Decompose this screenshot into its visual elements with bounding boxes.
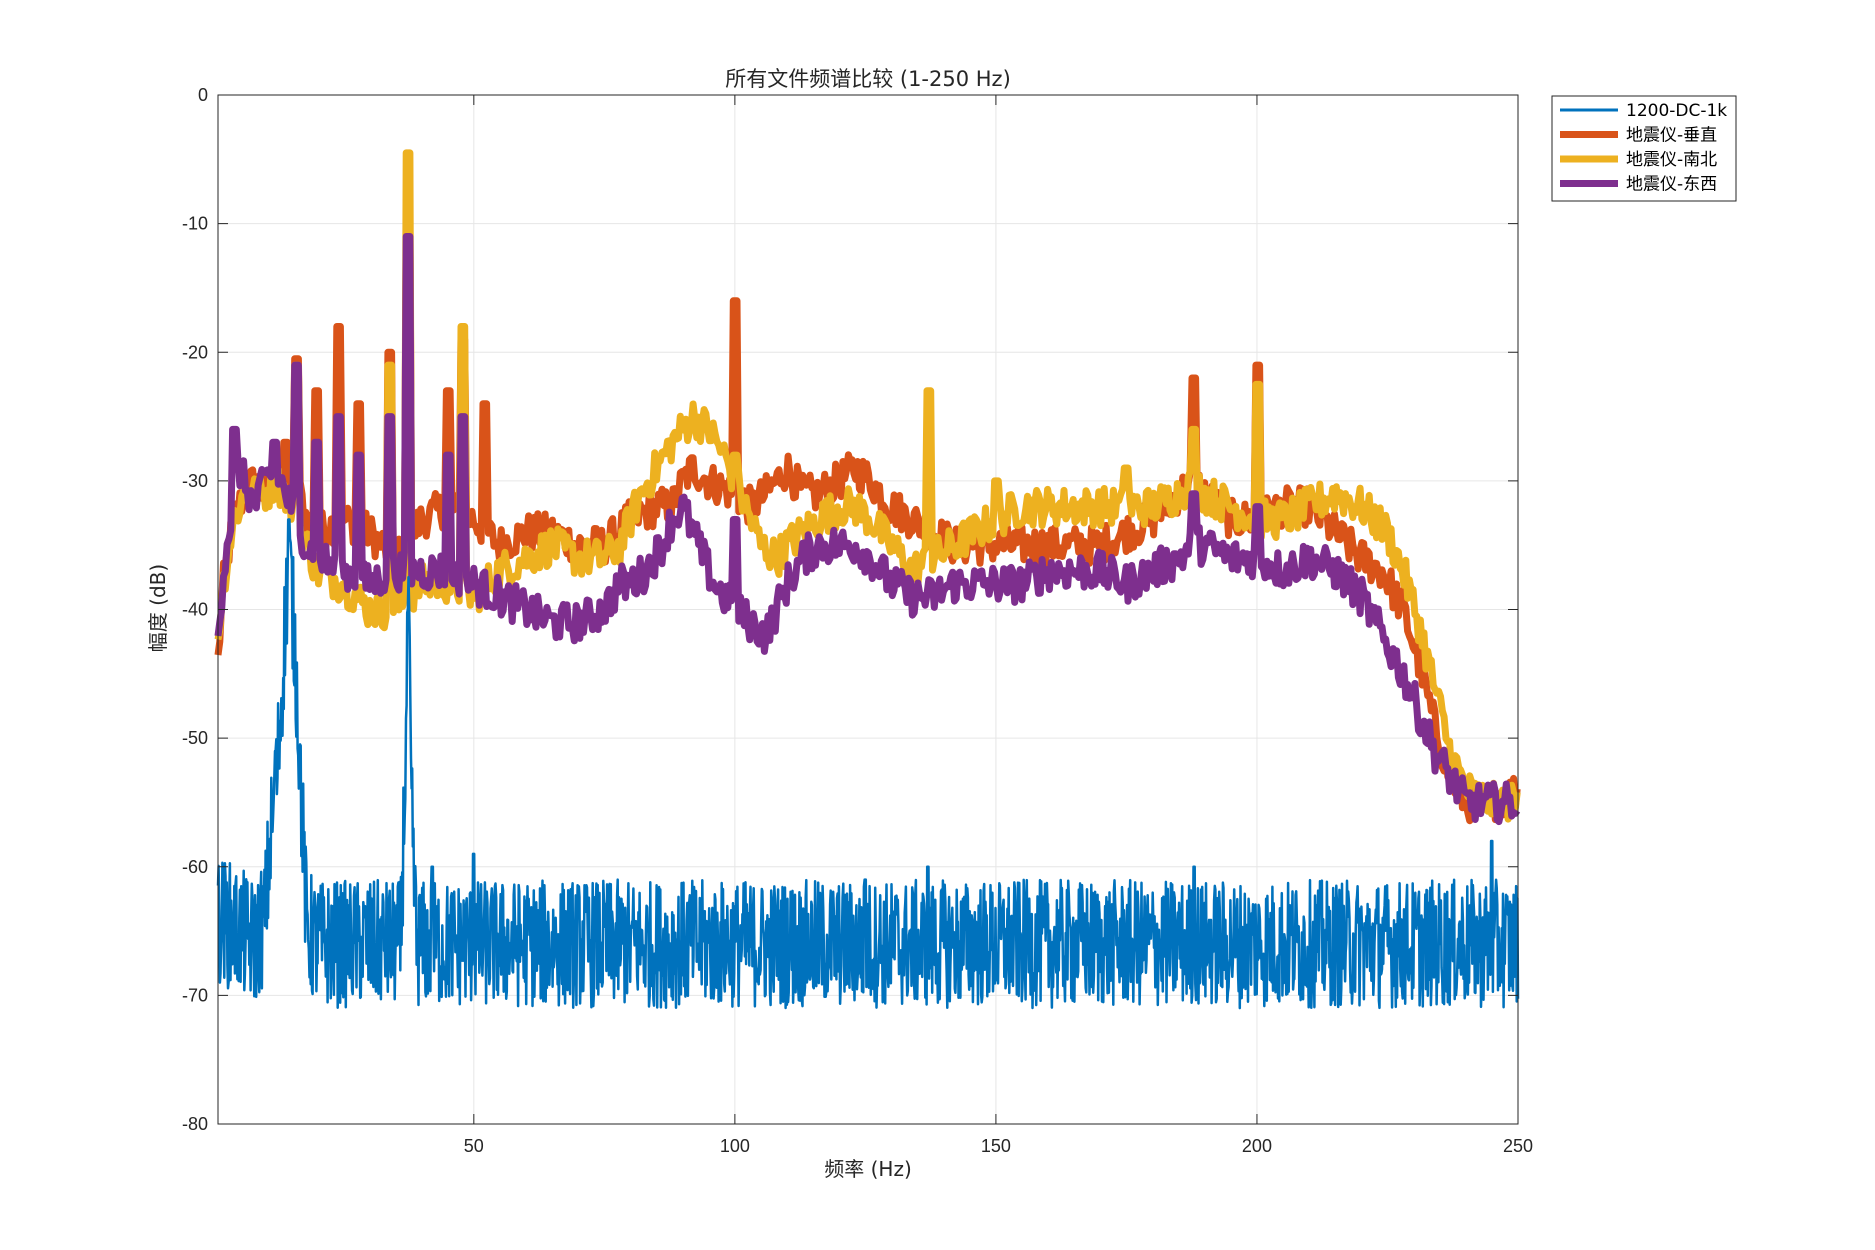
y-tick-label: -60: [182, 857, 208, 877]
series-line: [216, 518, 1520, 1010]
y-tick-label: -10: [182, 214, 208, 234]
x-tick-label: 50: [464, 1136, 484, 1156]
chart-title: 所有文件频谱比较 (1-250 Hz): [725, 67, 1011, 91]
x-tick-label: 100: [720, 1136, 750, 1156]
legend-label: 地震仪-南北: [1626, 150, 1717, 170]
y-tick-label: -20: [182, 342, 208, 362]
y-tick-label: 0: [198, 85, 208, 105]
x-tick-label: 250: [1503, 1136, 1533, 1156]
legend-label: 地震仪-东西: [1626, 175, 1717, 195]
series-line: [214, 220, 1521, 825]
legend-label: 1200-DC-1k: [1626, 101, 1727, 121]
y-tick-label: -70: [182, 985, 208, 1005]
series-line: [214, 233, 1521, 826]
x-tick-label: 200: [1242, 1136, 1272, 1156]
y-tick-label: -40: [182, 600, 208, 620]
series-line: [214, 149, 1521, 825]
x-tick-label: 150: [981, 1136, 1011, 1156]
ticks: 50 100 150 200 250 0 -10 -20 -30 -40 -50 -60 -70 -80: [182, 85, 1533, 1156]
y-tick-label: -50: [182, 728, 208, 748]
legend-label: 地震仪-垂直: [1626, 126, 1717, 146]
y-tick-label: -80: [182, 1114, 208, 1134]
series-layer: [214, 149, 1521, 1010]
y-axis-title: 幅度 (dB): [146, 564, 170, 652]
y-tick-label: -30: [182, 471, 208, 491]
x-axis-title: 频率 (Hz): [824, 1157, 912, 1181]
